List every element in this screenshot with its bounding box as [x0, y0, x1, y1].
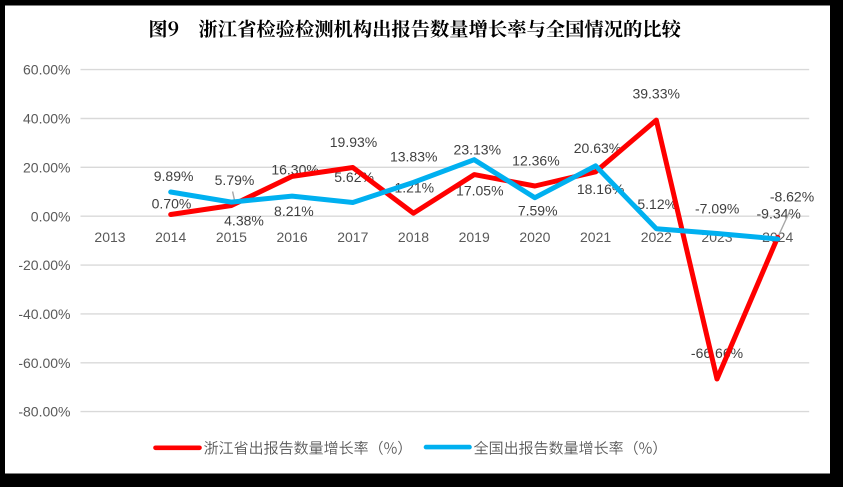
svg-text:-8.62%: -8.62% [770, 188, 814, 204]
svg-text:-5.12%: -5.12% [633, 196, 677, 212]
svg-text:9.89%: 9.89% [154, 168, 194, 184]
svg-text:2016: 2016 [277, 229, 308, 245]
svg-text:5.62%: 5.62% [334, 169, 374, 185]
svg-text:-66.66%: -66.66% [691, 345, 743, 361]
svg-text:-7.09%: -7.09% [695, 200, 739, 216]
svg-text:60.00%: 60.00% [23, 62, 70, 78]
svg-text:20.00%: 20.00% [23, 159, 70, 175]
svg-text:39.33%: 39.33% [632, 85, 679, 101]
svg-text:2018: 2018 [398, 229, 429, 245]
svg-text:5.79%: 5.79% [215, 172, 255, 188]
svg-text:2020: 2020 [519, 229, 550, 245]
svg-text:7.59%: 7.59% [518, 202, 558, 218]
svg-text:-80.00%: -80.00% [18, 404, 70, 420]
svg-text:17.05%: 17.05% [456, 183, 503, 199]
svg-text:-20.00%: -20.00% [18, 257, 70, 273]
svg-text:2014: 2014 [155, 229, 186, 245]
svg-text:2021: 2021 [580, 229, 611, 245]
svg-text:2013: 2013 [94, 229, 125, 245]
svg-text:20.63%: 20.63% [574, 140, 621, 156]
svg-text:-60.00%: -60.00% [18, 355, 70, 371]
svg-text:19.93%: 19.93% [330, 134, 377, 150]
svg-text:2015: 2015 [216, 229, 247, 245]
svg-text:4.38%: 4.38% [224, 213, 264, 229]
svg-text:2017: 2017 [337, 229, 368, 245]
svg-text:13.83%: 13.83% [390, 149, 437, 165]
svg-text:12.36%: 12.36% [512, 152, 559, 168]
svg-text:-9.34%: -9.34% [757, 206, 801, 222]
svg-text:0.00%: 0.00% [31, 208, 71, 224]
svg-text:2019: 2019 [459, 229, 490, 245]
svg-text:0.70%: 0.70% [152, 196, 192, 212]
svg-text:2022: 2022 [641, 229, 672, 245]
svg-text:8.21%: 8.21% [274, 203, 314, 219]
svg-text:-40.00%: -40.00% [18, 306, 70, 322]
svg-text:23.13%: 23.13% [454, 141, 501, 157]
svg-text:40.00%: 40.00% [23, 111, 70, 127]
